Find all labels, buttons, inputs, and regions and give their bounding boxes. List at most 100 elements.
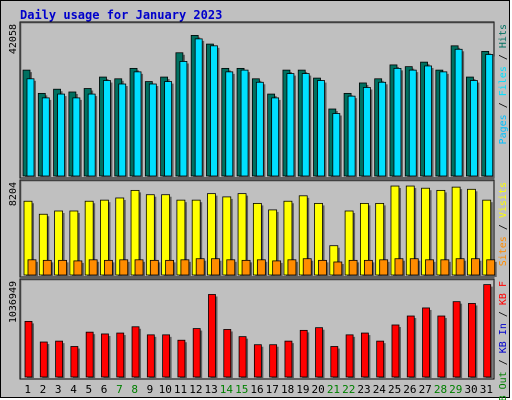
day-label: 12 (189, 383, 202, 396)
day-label: 26 (403, 383, 416, 396)
sites-bar (27, 259, 37, 276)
kbf-bar (483, 284, 492, 378)
files-bar (286, 73, 295, 177)
panel3-legend-separator: / (498, 305, 509, 323)
sites-bar (88, 259, 98, 276)
panel2-legend-separator: / (498, 218, 509, 236)
day-label: 11 (174, 383, 187, 396)
kbf-bar (55, 340, 63, 378)
sites-bar (256, 259, 266, 276)
sites-bar (379, 259, 389, 276)
day-label: 27 (419, 383, 432, 396)
kbf-bar (330, 346, 339, 378)
files-bar (378, 81, 387, 177)
files-bar (332, 113, 341, 177)
files-bar (255, 81, 264, 177)
day-label: 19 (296, 383, 309, 396)
sites-bar (425, 259, 434, 276)
sites-bar (73, 260, 83, 276)
files-bar (148, 83, 157, 177)
files-bar (26, 78, 35, 177)
files-bar (485, 54, 494, 177)
files-bar (271, 97, 280, 177)
sites-bar (363, 259, 373, 276)
panel1-legend-item: Pages (498, 114, 509, 144)
day-label: 21 (327, 383, 340, 396)
panel2-legend: Sites / Visits (498, 182, 509, 266)
kbf-bar (24, 320, 33, 378)
kbf-bar (345, 334, 354, 378)
sites-bar (165, 259, 175, 276)
files-bar (210, 45, 218, 177)
kbf-bar (177, 339, 186, 378)
sites-bar (58, 259, 67, 276)
kbf-bar (315, 327, 323, 378)
kbf-bar (376, 340, 385, 378)
files-bar (57, 93, 65, 177)
sites-bar (318, 259, 327, 276)
files-bar (424, 65, 432, 177)
sites-bar (149, 259, 159, 276)
files-bar (454, 48, 463, 177)
sites-bar (409, 258, 419, 276)
kbf-bar (116, 332, 125, 378)
day-label: 31 (480, 383, 493, 396)
kbf-bar (437, 315, 446, 378)
files-bar (470, 80, 478, 177)
files-bar (240, 69, 249, 177)
kbf-bar (391, 324, 400, 378)
sites-bar (42, 259, 52, 276)
kbf-bar (39, 341, 48, 378)
panel1-legend-item: Hits (498, 24, 509, 48)
sites-bar (119, 259, 129, 276)
day-label: 22 (342, 383, 355, 396)
kbf-bar (192, 328, 201, 378)
kbf-bar (101, 333, 109, 378)
day-label: 2 (40, 383, 47, 396)
files-bar (408, 69, 417, 177)
sites-bar (287, 259, 297, 276)
panel1-legend-separator: / (498, 48, 509, 66)
files-bar (225, 71, 234, 177)
sites-bar (394, 258, 404, 276)
day-label: 18 (281, 383, 294, 396)
day-label: 10 (159, 383, 172, 396)
day-label: 9 (147, 383, 154, 396)
panel2-legend-item: Visits (498, 182, 509, 218)
sites-bar (440, 259, 450, 276)
files-bar (362, 87, 371, 177)
sites-bar (348, 259, 358, 276)
sites-bar (333, 261, 343, 276)
day-label: 29 (449, 383, 462, 396)
panel1-legend-item: Files (498, 66, 509, 96)
kbf-bar (284, 340, 293, 378)
panel3-legend-item: KB In (498, 323, 509, 353)
sites-bar (241, 259, 251, 276)
panel3-legend: KB Out / KB In / KB F (498, 281, 509, 400)
sites-bar (226, 259, 236, 276)
kbf-bar (223, 329, 232, 378)
sites-bar (455, 258, 465, 276)
kbf-bar (70, 346, 79, 378)
sites-bar (272, 260, 282, 276)
panel1-legend-separator: / (498, 96, 509, 114)
sites-bar (195, 258, 205, 276)
panel3-legend-item: KB Out (498, 371, 509, 400)
files-bar (87, 93, 96, 177)
sites-bar (134, 259, 144, 276)
files-bar (41, 97, 50, 177)
sites-bar (486, 259, 496, 276)
kbf-bar (146, 334, 155, 378)
kbf-bar (131, 326, 140, 378)
day-label: 15 (235, 383, 248, 396)
files-bar (317, 80, 325, 177)
files-bar (133, 71, 142, 177)
files-bar (347, 95, 356, 177)
files-bar (194, 38, 203, 177)
kbf-bar (468, 303, 476, 378)
panel3-legend-item: KB F (498, 281, 509, 305)
panel3-legend-separator: / (498, 353, 509, 371)
panel2-legend-item: Sites (498, 236, 509, 266)
files-bar (164, 81, 173, 177)
